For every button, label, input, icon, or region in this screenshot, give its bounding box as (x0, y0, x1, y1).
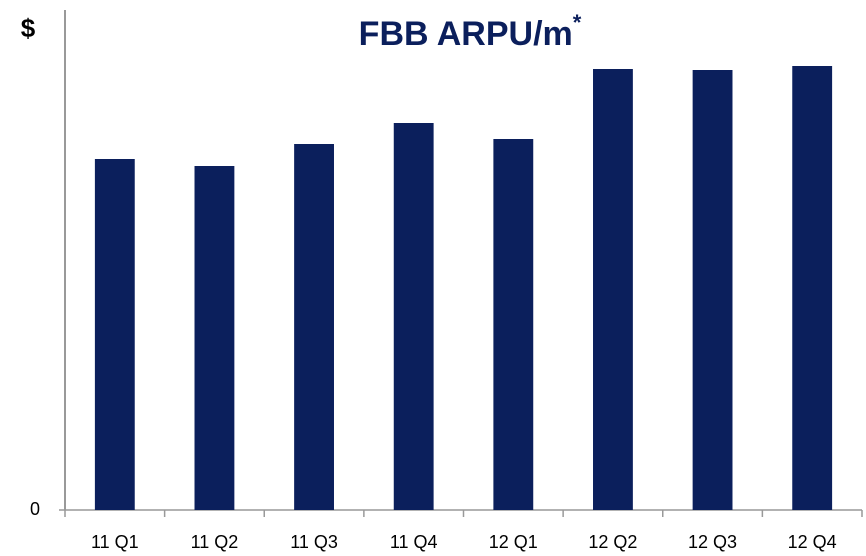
x-tick-label: 11 Q1 (91, 532, 139, 552)
bar (593, 69, 633, 510)
bar (493, 139, 534, 510)
x-tick-label: 11 Q3 (290, 532, 338, 552)
x-tick-label: 12 Q3 (688, 532, 737, 552)
y-axis-label: $ (21, 13, 36, 43)
x-tick-label: 12 Q1 (489, 532, 538, 552)
x-tick-label: 11 Q2 (191, 532, 239, 552)
bar (792, 66, 833, 510)
y-tick-label: 0 (30, 499, 40, 519)
bar (294, 144, 334, 510)
chart-title: FBB ARPU/m* (359, 10, 582, 53)
bar (94, 159, 135, 510)
x-tick-label: 12 Q4 (788, 532, 837, 552)
bar (692, 70, 733, 510)
title-text: FBB ARPU/m (359, 15, 573, 53)
x-tick-label: 12 Q2 (588, 532, 637, 552)
x-tick-label: 11 Q4 (390, 532, 438, 552)
title-note: * (573, 10, 582, 35)
bar (194, 166, 235, 510)
bar (393, 123, 434, 510)
